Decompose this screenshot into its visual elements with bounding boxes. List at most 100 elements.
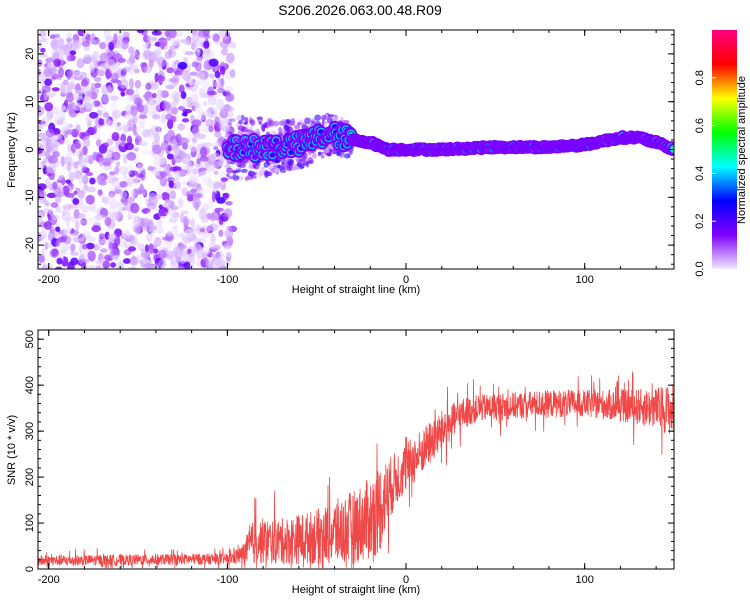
snr-xlabel: Height of straight line (km)	[292, 584, 420, 596]
noise-blob	[89, 111, 99, 119]
noise-blob	[44, 201, 51, 207]
y-tick-label: 500	[24, 330, 36, 348]
noise-blob	[201, 187, 210, 194]
noise-blob	[151, 110, 161, 116]
noise-blob	[122, 31, 129, 38]
noise-blob	[99, 52, 109, 63]
y-tick-label: 20	[24, 48, 36, 60]
noise-blob	[116, 261, 121, 268]
noise-blob	[189, 82, 199, 93]
x-tick-label: 100	[575, 574, 593, 586]
noise-blob	[213, 170, 219, 175]
noise-blob	[227, 95, 234, 101]
noise-blob	[170, 37, 177, 49]
noise-blob	[210, 253, 220, 258]
noise-blob	[150, 51, 157, 58]
noise-blob	[224, 229, 234, 239]
noise-blob	[143, 262, 154, 269]
noise-blob	[130, 105, 138, 116]
noise-blob	[111, 210, 118, 221]
noise-blob	[195, 133, 206, 140]
noise-blob	[225, 201, 233, 206]
noise-blob	[127, 213, 132, 220]
noise-blob	[55, 239, 61, 247]
noise-blob	[107, 233, 118, 240]
noise-blob	[205, 258, 214, 269]
noise-blob	[211, 152, 220, 159]
noise-blob	[89, 63, 95, 74]
noise-blob	[199, 228, 206, 233]
noise-blob	[66, 37, 72, 43]
noise-blob	[43, 91, 48, 101]
scatter-blob	[252, 171, 257, 176]
noise-blob	[127, 126, 134, 132]
noise-blob	[128, 266, 137, 269]
ridge-blob	[270, 153, 275, 157]
noise-blob	[136, 163, 144, 173]
noise-blob	[58, 67, 64, 78]
noise-blob	[47, 62, 55, 69]
scatter-blob	[328, 114, 335, 118]
scatter-blob	[323, 148, 328, 155]
noise-blob	[81, 40, 91, 47]
noise-blob	[171, 76, 178, 87]
noise-blob	[110, 262, 116, 268]
noise-blob	[103, 196, 110, 206]
noise-blob	[104, 216, 112, 227]
noise-blob	[214, 70, 221, 79]
noise-blob	[131, 221, 137, 227]
noise-blob	[227, 106, 234, 112]
noise-blob	[175, 31, 184, 37]
scatter-blob	[286, 120, 291, 124]
noise-blob	[186, 248, 192, 255]
noise-blob	[215, 256, 225, 268]
noise-blob	[81, 243, 88, 250]
noise-blob	[134, 79, 142, 89]
noise-blob	[218, 229, 224, 237]
noise-blob	[40, 47, 46, 53]
noise-blob	[197, 36, 206, 43]
noise-blob	[110, 151, 121, 161]
noise-blob	[114, 185, 122, 193]
noise-blob	[56, 37, 64, 44]
noise-blob	[225, 225, 232, 231]
noise-blob	[183, 228, 194, 239]
noise-blob	[69, 215, 76, 223]
noise-blob	[56, 257, 63, 265]
scatter-blob	[232, 170, 238, 174]
noise-blob	[200, 170, 210, 176]
noise-blob	[38, 68, 41, 76]
noise-blob	[66, 161, 72, 172]
noise-blob	[203, 40, 210, 49]
noise-blob	[122, 153, 128, 165]
colorbar: 0.0 0.2 0.4 0.6 0.8 Normalized spectral ampl…	[694, 30, 748, 277]
noise-blob	[76, 60, 83, 69]
noise-blob	[150, 125, 161, 136]
noise-blob	[201, 175, 212, 186]
noise-blob	[66, 32, 73, 38]
noise-blob	[95, 213, 105, 221]
x-tick-label: -200	[38, 574, 60, 586]
noise-blob	[156, 186, 162, 196]
noise-blob	[208, 58, 219, 67]
scatter-blob	[317, 151, 322, 157]
scatter-blob	[321, 119, 325, 126]
noise-blob	[208, 125, 214, 133]
noise-blob	[38, 199, 44, 205]
noise-blob	[101, 84, 108, 96]
y-tick-label: 300	[24, 422, 36, 440]
noise-blob	[50, 214, 60, 221]
noise-blob	[49, 34, 56, 39]
noise-blob	[148, 97, 154, 106]
noise-blob	[144, 65, 153, 74]
scatter-blob	[226, 167, 233, 174]
noise-blob	[77, 189, 85, 199]
colorbar-gradient	[712, 30, 737, 269]
snr-ylabel: SNR (10 * v/v)	[6, 415, 18, 485]
scatter-blob	[287, 160, 293, 166]
scatter-blob	[237, 169, 241, 173]
noise-blob	[125, 110, 131, 116]
noise-blob	[42, 36, 48, 43]
noise-blob	[89, 91, 98, 100]
